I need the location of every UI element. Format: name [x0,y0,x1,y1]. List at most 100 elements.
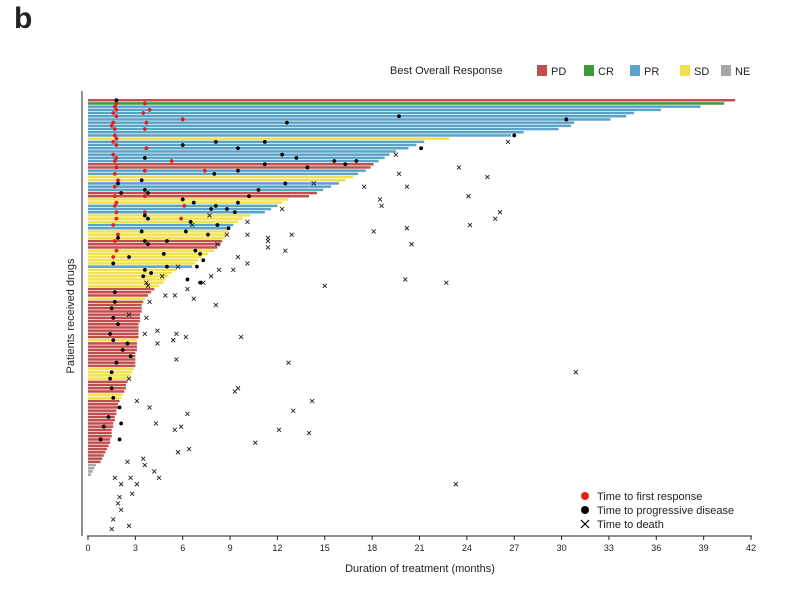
death-point [186,446,192,452]
bar-sd [88,284,160,288]
progression-point [209,207,214,211]
progression-point [294,155,299,160]
bar-sd [88,179,346,182]
death-point [456,165,462,170]
first-response-point [112,194,117,199]
death-point [156,475,162,481]
bar-sd [88,271,172,275]
death-point [175,449,181,455]
legend-swatch [680,65,690,76]
death-point [309,398,315,404]
death-point [200,280,206,285]
bar-sd [88,281,164,284]
legend-label: Time to progressive disease [597,505,734,517]
death-point [230,267,236,273]
progression-point [262,139,267,144]
bar-sd [88,214,251,217]
bar-sd [88,233,227,236]
first-response-point [179,216,184,221]
progression-point [139,229,144,234]
first-response-point [141,111,146,115]
bar-pd [88,166,371,169]
first-response-point [114,248,119,253]
death-point [265,245,271,250]
progression-point [120,347,125,352]
death-point [145,283,151,289]
first-response-point [114,107,119,112]
bar-sd [88,396,122,400]
first-response-point [114,143,119,147]
progression-point [180,143,185,147]
bar-pr [88,185,332,188]
first-response-point [112,133,117,138]
legend-dot [581,506,589,514]
progression-point [106,415,111,419]
bar-pd [88,307,142,310]
death-point [485,174,490,180]
death-point [147,405,152,410]
axes-layer: 0 3 6 9 12 15 18 21 24 27 30 33 36 39 42 [81,91,756,553]
death-point [393,152,399,157]
bar-pr [88,207,272,211]
progression-point [101,424,106,429]
progression-point [141,274,146,279]
death-point [289,232,294,237]
bar-sd [88,217,243,220]
bar-pr [88,108,662,112]
death-point [409,241,414,247]
death-point [306,430,312,436]
x-tick-label: 0 [85,543,90,553]
bar-pd [88,303,142,307]
bar-sd [88,278,166,281]
death-point [118,481,124,487]
progression-point [188,219,193,224]
bar-pr [88,172,358,176]
bar-pd [88,403,118,406]
death-point [142,462,148,468]
first-response-point [142,101,147,106]
death-point [245,232,250,237]
bar-pd [88,335,139,339]
death-point [245,219,250,225]
death-point [126,523,132,529]
bar-sd [88,230,229,233]
bar-pr [88,131,524,134]
first-response-point [114,210,119,215]
progression-point [142,213,147,218]
progression-point [212,171,217,176]
bar-pr [88,156,385,160]
bar-sd [88,393,123,396]
bar-pd [88,342,137,345]
death-point [238,334,244,340]
progression-point [236,168,240,173]
progression-point [98,437,103,442]
bar-pd [88,441,111,444]
death-point [497,209,503,215]
x-tick-label: 30 [557,543,567,553]
progression-point [146,242,150,247]
x-tick-label: 39 [699,543,709,553]
progression-point [142,239,147,243]
bar-sd [88,297,145,300]
bar-pr [88,121,575,124]
death-point [232,389,238,394]
death-point [207,213,212,218]
first-response-point [147,107,152,112]
first-response-point [111,152,116,157]
death-point [174,357,179,362]
bar-pr [88,140,425,144]
x-tick-label: 36 [651,543,661,553]
progression-point [114,98,119,103]
death-point [290,408,296,413]
legend-swatch [537,65,547,76]
progression-point [256,187,261,192]
legend-entry-pd: PD [537,65,566,78]
death-point [125,459,130,465]
first-response-point [142,194,147,199]
death-point [453,481,459,487]
legend-entry-death: Time to death [580,519,664,531]
death-point [159,273,165,279]
death-point [185,286,190,292]
death-point [134,398,140,404]
death-point [109,526,114,532]
